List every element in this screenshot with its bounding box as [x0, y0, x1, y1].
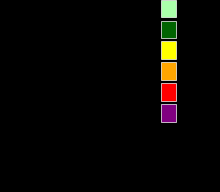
Bar: [161, 21, 176, 38]
Bar: [161, 104, 176, 122]
Bar: [161, 41, 176, 59]
Bar: [161, 62, 176, 80]
Bar: [161, 0, 176, 17]
Bar: [161, 83, 176, 101]
